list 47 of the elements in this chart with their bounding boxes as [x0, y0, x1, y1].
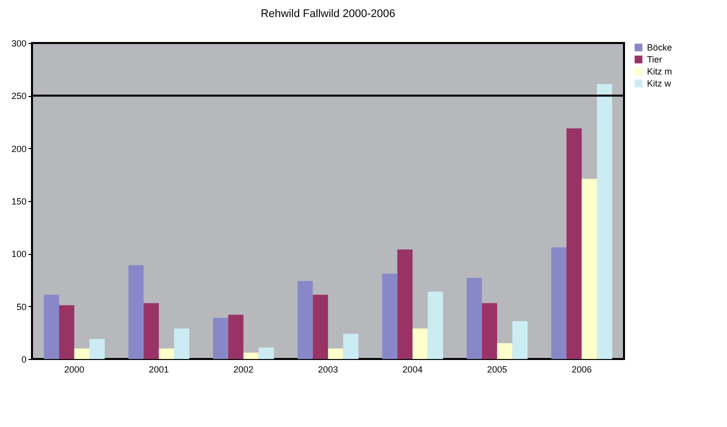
bar: [497, 343, 512, 359]
y-tick-label: 100: [11, 249, 26, 260]
bar: [258, 347, 274, 359]
y-tick-label: 300: [11, 38, 26, 48]
x-tick-label: 2006: [572, 364, 592, 374]
bar: [298, 281, 313, 359]
bar: [59, 305, 74, 359]
x-tick-label: 2003: [318, 364, 338, 374]
legend-label: Böcke: [647, 42, 672, 52]
legend-label: Kitz m: [647, 66, 672, 76]
bar: [128, 265, 144, 359]
bar: [228, 314, 244, 359]
bar: [382, 274, 398, 359]
bar: [466, 278, 482, 359]
bar: [158, 348, 174, 359]
bar: [428, 292, 444, 359]
y-tick-label: 0: [21, 354, 26, 364]
x-tick-label: 2000: [64, 364, 84, 374]
bar: [566, 128, 582, 359]
bar: [343, 334, 358, 359]
bar: [551, 247, 566, 359]
x-tick-label: 2004: [402, 364, 423, 374]
bar: [212, 318, 228, 359]
bar: [596, 84, 612, 359]
bar: [243, 352, 259, 359]
bar: [144, 303, 159, 359]
legend-label: Tier: [647, 54, 662, 64]
bar: [90, 338, 105, 359]
x-tick-label: 2001: [148, 364, 169, 374]
bar: [582, 178, 597, 359]
chart-title: Rehwild Fallwild 2000-2006: [260, 8, 396, 20]
bar: [482, 303, 498, 359]
x-tick-label: 2002: [233, 364, 254, 374]
y-tick-label: 250: [11, 91, 26, 102]
x-tick-label: 2005: [487, 364, 508, 374]
bar: [328, 348, 344, 359]
legend-label: Kitz w: [647, 78, 672, 88]
bar: [74, 348, 90, 359]
bar: [512, 321, 528, 359]
y-tick-label: 200: [11, 144, 26, 154]
bar: [174, 328, 190, 359]
bar: [397, 249, 413, 359]
bar: [44, 294, 60, 359]
bar: [312, 294, 328, 359]
bar: [412, 328, 428, 359]
y-tick-label: 150: [11, 196, 26, 206]
y-tick-label: 50: [16, 302, 26, 312]
